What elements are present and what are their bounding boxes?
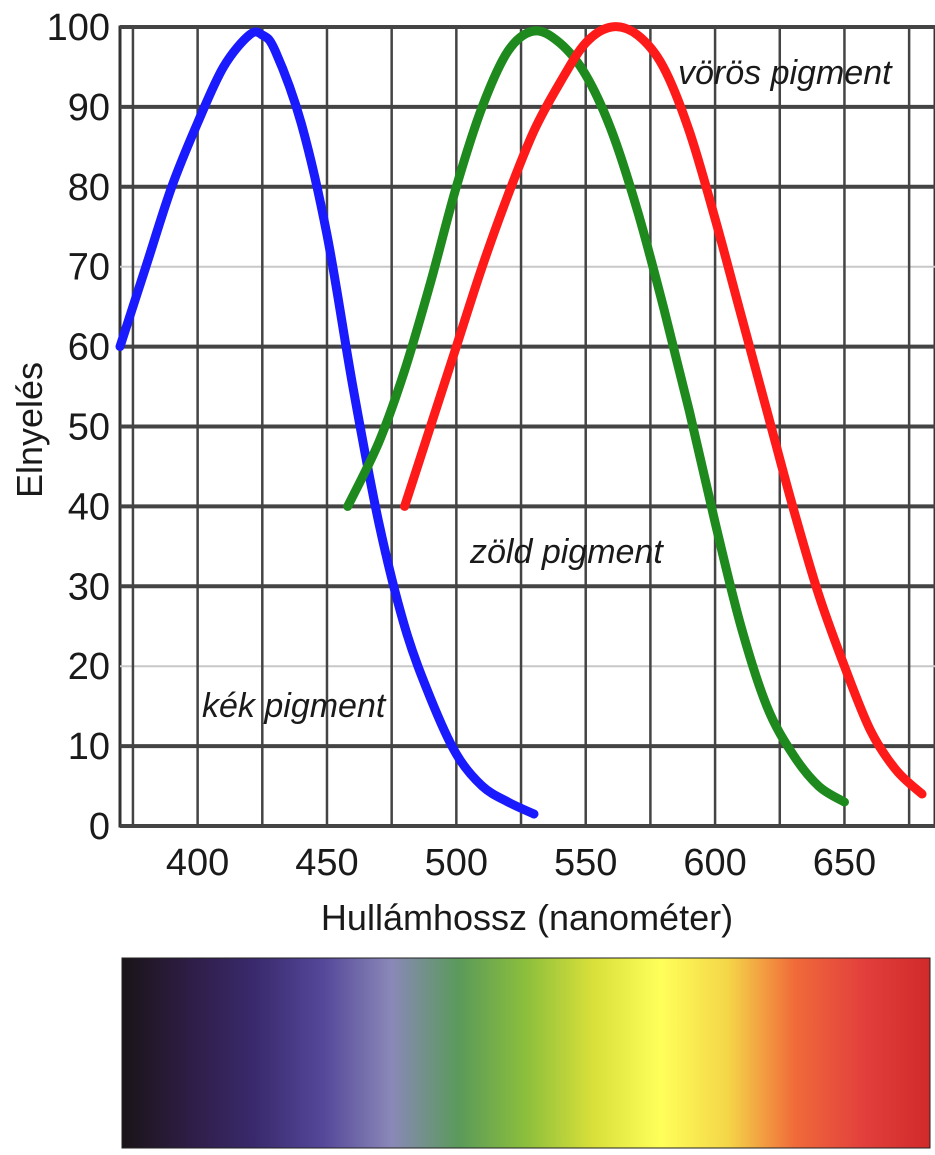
y-tick-label: 40 — [68, 486, 110, 528]
y-tick-label: 70 — [68, 247, 110, 289]
y-tick-label: 0 — [89, 806, 110, 848]
series-lines — [115, 22, 927, 819]
visible-spectrum-bar — [121, 957, 931, 1149]
series-label-green: zöld pigment — [469, 533, 664, 571]
y-axis-title: Elnyelés — [9, 362, 50, 498]
x-tick-label: 400 — [166, 842, 229, 884]
x-axis-ticks: 400 450 500 550 600 650 — [166, 842, 876, 884]
y-tick-label: 100 — [47, 7, 110, 49]
y-tick-label: 10 — [68, 726, 110, 768]
x-tick-label: 550 — [554, 842, 617, 884]
x-tick-label: 500 — [425, 842, 488, 884]
y-tick-label: 80 — [68, 167, 110, 209]
series-line-1 — [343, 26, 849, 807]
y-axis-ticks: 0 10 20 30 40 50 60 70 80 90 100 — [47, 7, 110, 848]
y-tick-label: 20 — [68, 646, 110, 688]
grid — [118, 25, 935, 828]
y-tick-label: 90 — [68, 87, 110, 129]
y-tick-label: 50 — [68, 407, 110, 449]
y-tick-label: 60 — [68, 327, 110, 369]
y-tick-label: 30 — [68, 566, 110, 608]
series-label-blue: kék pigment — [202, 687, 387, 725]
x-tick-label: 450 — [295, 842, 358, 884]
x-tick-label: 650 — [813, 842, 876, 884]
series-line-0 — [115, 27, 539, 819]
x-tick-label: 600 — [683, 842, 746, 884]
x-axis-title: Hullámhossz (nanométer) — [321, 897, 733, 938]
series-line-2 — [400, 22, 927, 799]
series-label-red: vörös pigment — [678, 54, 893, 92]
